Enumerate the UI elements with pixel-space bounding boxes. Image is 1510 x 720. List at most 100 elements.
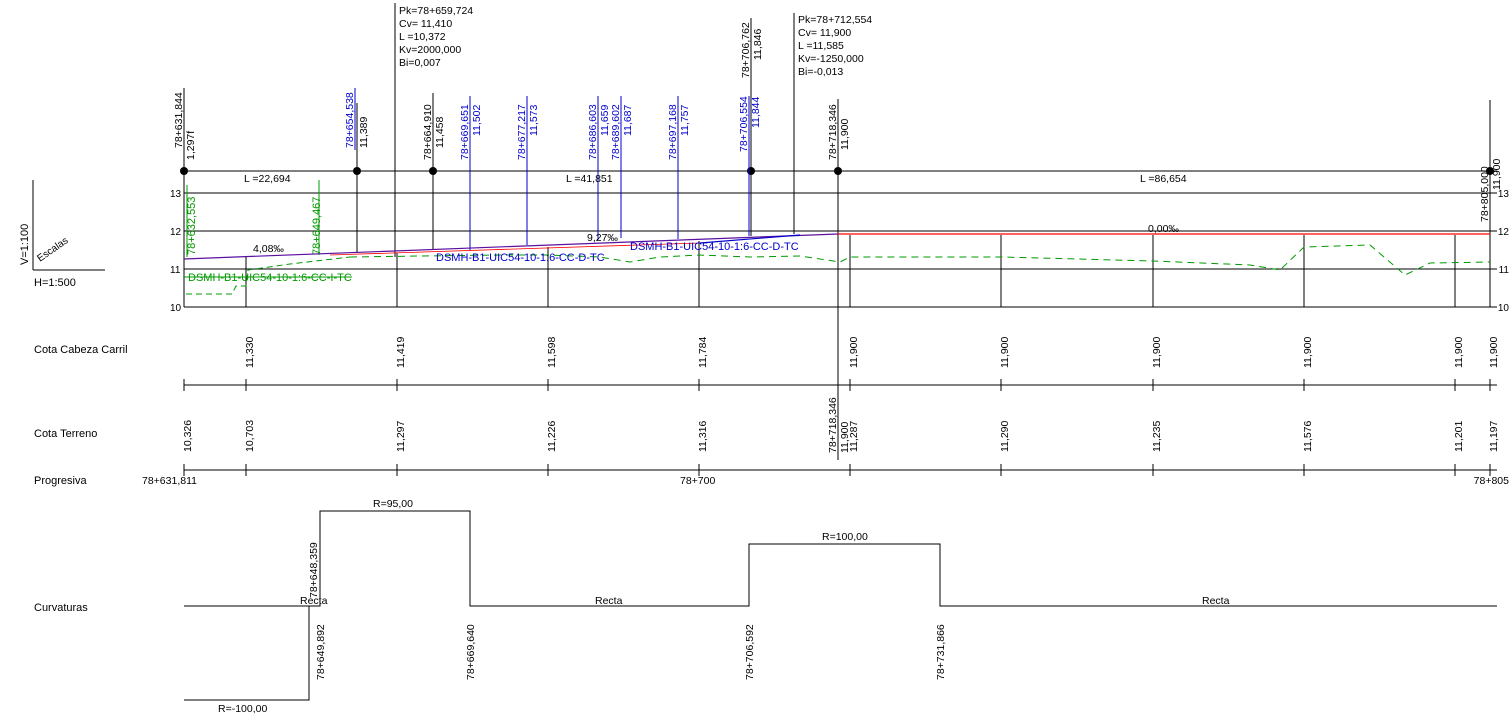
vc2-l: L =11,585 bbox=[798, 40, 844, 52]
rail-marker-pk: 78+718,346 bbox=[827, 397, 839, 453]
terrain-value: 11,316 bbox=[697, 421, 709, 452]
blue-marker-pk: 78+686,603 bbox=[587, 104, 599, 160]
rail-marker-cota: 11,900 bbox=[839, 422, 851, 453]
rail-value: 11,598 bbox=[546, 337, 558, 368]
green-markers bbox=[184, 180, 352, 295]
elevation-labels-left: 13 12 11 10 bbox=[170, 189, 182, 314]
progresiva-start: 78+631,811 bbox=[142, 475, 197, 487]
blue-marker-labels: 78+654,538 78+669,651 11,502 78+677,217 … bbox=[344, 92, 762, 160]
vc1-l: L =10,372 bbox=[399, 31, 446, 43]
marker-dot bbox=[180, 167, 188, 175]
vc1-bi: Bi=0,007 bbox=[399, 57, 441, 69]
elevation-grid bbox=[183, 170, 1497, 308]
curvature-pk: 78+648,359 bbox=[308, 542, 320, 598]
marker-dot bbox=[353, 167, 361, 175]
row-title-terrain: Cota Terreno bbox=[34, 428, 97, 440]
scale-horizontal: H=1:500 bbox=[34, 277, 76, 289]
curvature-pk: 78+731,866 bbox=[935, 624, 947, 680]
rail-value: 11,900 bbox=[1302, 337, 1314, 368]
recta-label: Recta bbox=[300, 595, 328, 607]
black-marker-labels: 78+631,844 1,297f 11,389 78+664,910 11,4… bbox=[173, 22, 1503, 222]
marker-dot bbox=[834, 167, 842, 175]
black-marker-lines bbox=[183, 18, 1491, 460]
blue-marker-cota: 11,844 bbox=[750, 97, 762, 128]
vc2-pk: Pk=78+712,554 bbox=[798, 14, 872, 26]
marker-pk: 78+706,762 bbox=[740, 22, 752, 78]
marker-dot bbox=[747, 167, 755, 175]
row-title-progresiva: Progresiva bbox=[34, 475, 87, 487]
vc1-pk: Pk=78+659,724 bbox=[399, 5, 473, 17]
blue-marker-lines bbox=[354, 88, 750, 250]
rail-value: 11,419 bbox=[395, 337, 407, 368]
segment-length-1: L =22,694 bbox=[244, 173, 291, 185]
blue-device-1: DSMH-B1-UIC54-10-1:6-CC-D-TC bbox=[436, 252, 605, 264]
rail-value: 11,784 bbox=[697, 337, 709, 368]
progresiva-row: 78+631,811 78+700 78+805 bbox=[142, 475, 1509, 487]
scale-title: Escalas bbox=[35, 235, 70, 264]
elev-label-11: 11 bbox=[170, 265, 181, 276]
elev-label-right-10: 10 bbox=[1498, 303, 1510, 314]
curvature-diagram bbox=[184, 510, 1497, 701]
rail-value: 11,900 bbox=[999, 337, 1011, 368]
green-pk-2: 78+649,467 bbox=[311, 197, 323, 255]
elev-label-12: 12 bbox=[170, 227, 182, 238]
blue-marker-cota: 11,659 bbox=[599, 105, 611, 136]
scales-block: V=1:100 Escalas H=1:500 bbox=[19, 180, 105, 289]
terrain-value: 11,576 bbox=[1302, 421, 1314, 452]
blue-marker-pk: 78+689,602 bbox=[610, 104, 622, 160]
marker-pk: 78+664,910 bbox=[422, 104, 434, 160]
scale-vertical: V=1:100 bbox=[19, 224, 31, 265]
terrain-value: 10,703 bbox=[244, 420, 256, 452]
vc1-cv: Cv= 11,410 bbox=[399, 18, 452, 30]
marker-cota: 11,458 bbox=[434, 117, 446, 148]
segment-length-2: L =41,851 bbox=[566, 173, 613, 185]
marker-cota: 11,389 bbox=[358, 117, 370, 148]
terrain-value: 11,287 bbox=[848, 421, 860, 452]
row-title-rail: Cota Cabeza Carril bbox=[34, 344, 128, 356]
segment-length-3: L =86,654 bbox=[1140, 173, 1187, 185]
curvature-labels: R=95,00 R=100,00 R=-100,00 Recta Recta R… bbox=[218, 498, 1230, 715]
marker-pk: 78+631,844 bbox=[173, 92, 185, 148]
vertical-curve-2: Pk=78+712,554 Cv= 11,900 L =11,585 Kv=-1… bbox=[798, 14, 872, 78]
row-title-curvaturas: Curvaturas bbox=[34, 602, 88, 614]
marker-dot bbox=[1486, 167, 1494, 175]
vc1-kv: Kv=2000,000 bbox=[399, 44, 461, 56]
elev-label-right-12: 12 bbox=[1498, 227, 1510, 238]
blue-device-2: DSMH-B1-UIC54-10-1:6-CC-D-TC bbox=[630, 241, 799, 253]
elev-label-right-11: 11 bbox=[1499, 265, 1510, 276]
progresiva-end: 78+805 bbox=[1474, 475, 1509, 487]
slope-3: 0,00‰ bbox=[1148, 223, 1179, 235]
curvature-pk: 78+649,892 bbox=[315, 624, 327, 680]
rail-band-ticks bbox=[183, 379, 1497, 391]
blue-marker-cota: 11,757 bbox=[679, 105, 691, 136]
vertical-curve-leaders bbox=[394, 3, 795, 257]
device-labels: DSMH-B1-UIC54-10-1:6-CC-D-TC DSMH-B1-UIC… bbox=[436, 241, 799, 264]
terrain-value: 10,326 bbox=[182, 420, 194, 452]
vc2-cv: Cv= 11,900 bbox=[798, 27, 851, 39]
rail-value: 11,900 bbox=[1453, 337, 1465, 368]
terrain-value: 11,297 bbox=[395, 421, 407, 452]
rail-value: 11,900 bbox=[1151, 337, 1163, 368]
vertical-curve-1: Pk=78+659,724 Cv= 11,410 L =10,372 Kv=20… bbox=[399, 5, 473, 69]
elev-label-10: 10 bbox=[170, 303, 182, 314]
green-labels: 78+632,553 78+649,467 DSMH-B1-UIC54-10-1… bbox=[186, 197, 352, 284]
blue-marker-cota: 11,573 bbox=[528, 105, 540, 136]
radius-label: R=95,00 bbox=[373, 498, 413, 510]
recta-label: Recta bbox=[595, 595, 623, 607]
terrain-value: 11,235 bbox=[1151, 421, 1163, 452]
blue-marker-pk: 78+669,651 bbox=[459, 104, 471, 160]
terrain-line bbox=[349, 244, 1491, 276]
terrain-value: 11,226 bbox=[546, 421, 558, 452]
curvature-pk: 78+706,592 bbox=[744, 624, 756, 680]
blue-marker-pk: 78+706,554 bbox=[738, 96, 750, 152]
blue-marker-cota: 11,687 bbox=[622, 105, 634, 136]
vc2-kv: Kv=-1250,000 bbox=[798, 53, 864, 65]
rail-value: 11,330 bbox=[244, 337, 256, 368]
grade-line bbox=[183, 233, 1490, 260]
green-device-left: DSMH-B1-UIC54-10-1:6-CC-I-TC bbox=[188, 272, 352, 284]
slope-2: 9,27‰ bbox=[587, 232, 618, 244]
terrain-values: 10,326 10,703 11,297 11,226 11,316 11,28… bbox=[182, 420, 1500, 452]
blue-marker-pk: 78+697,168 bbox=[667, 104, 679, 160]
marker-cota: 11,900 bbox=[1491, 159, 1503, 190]
